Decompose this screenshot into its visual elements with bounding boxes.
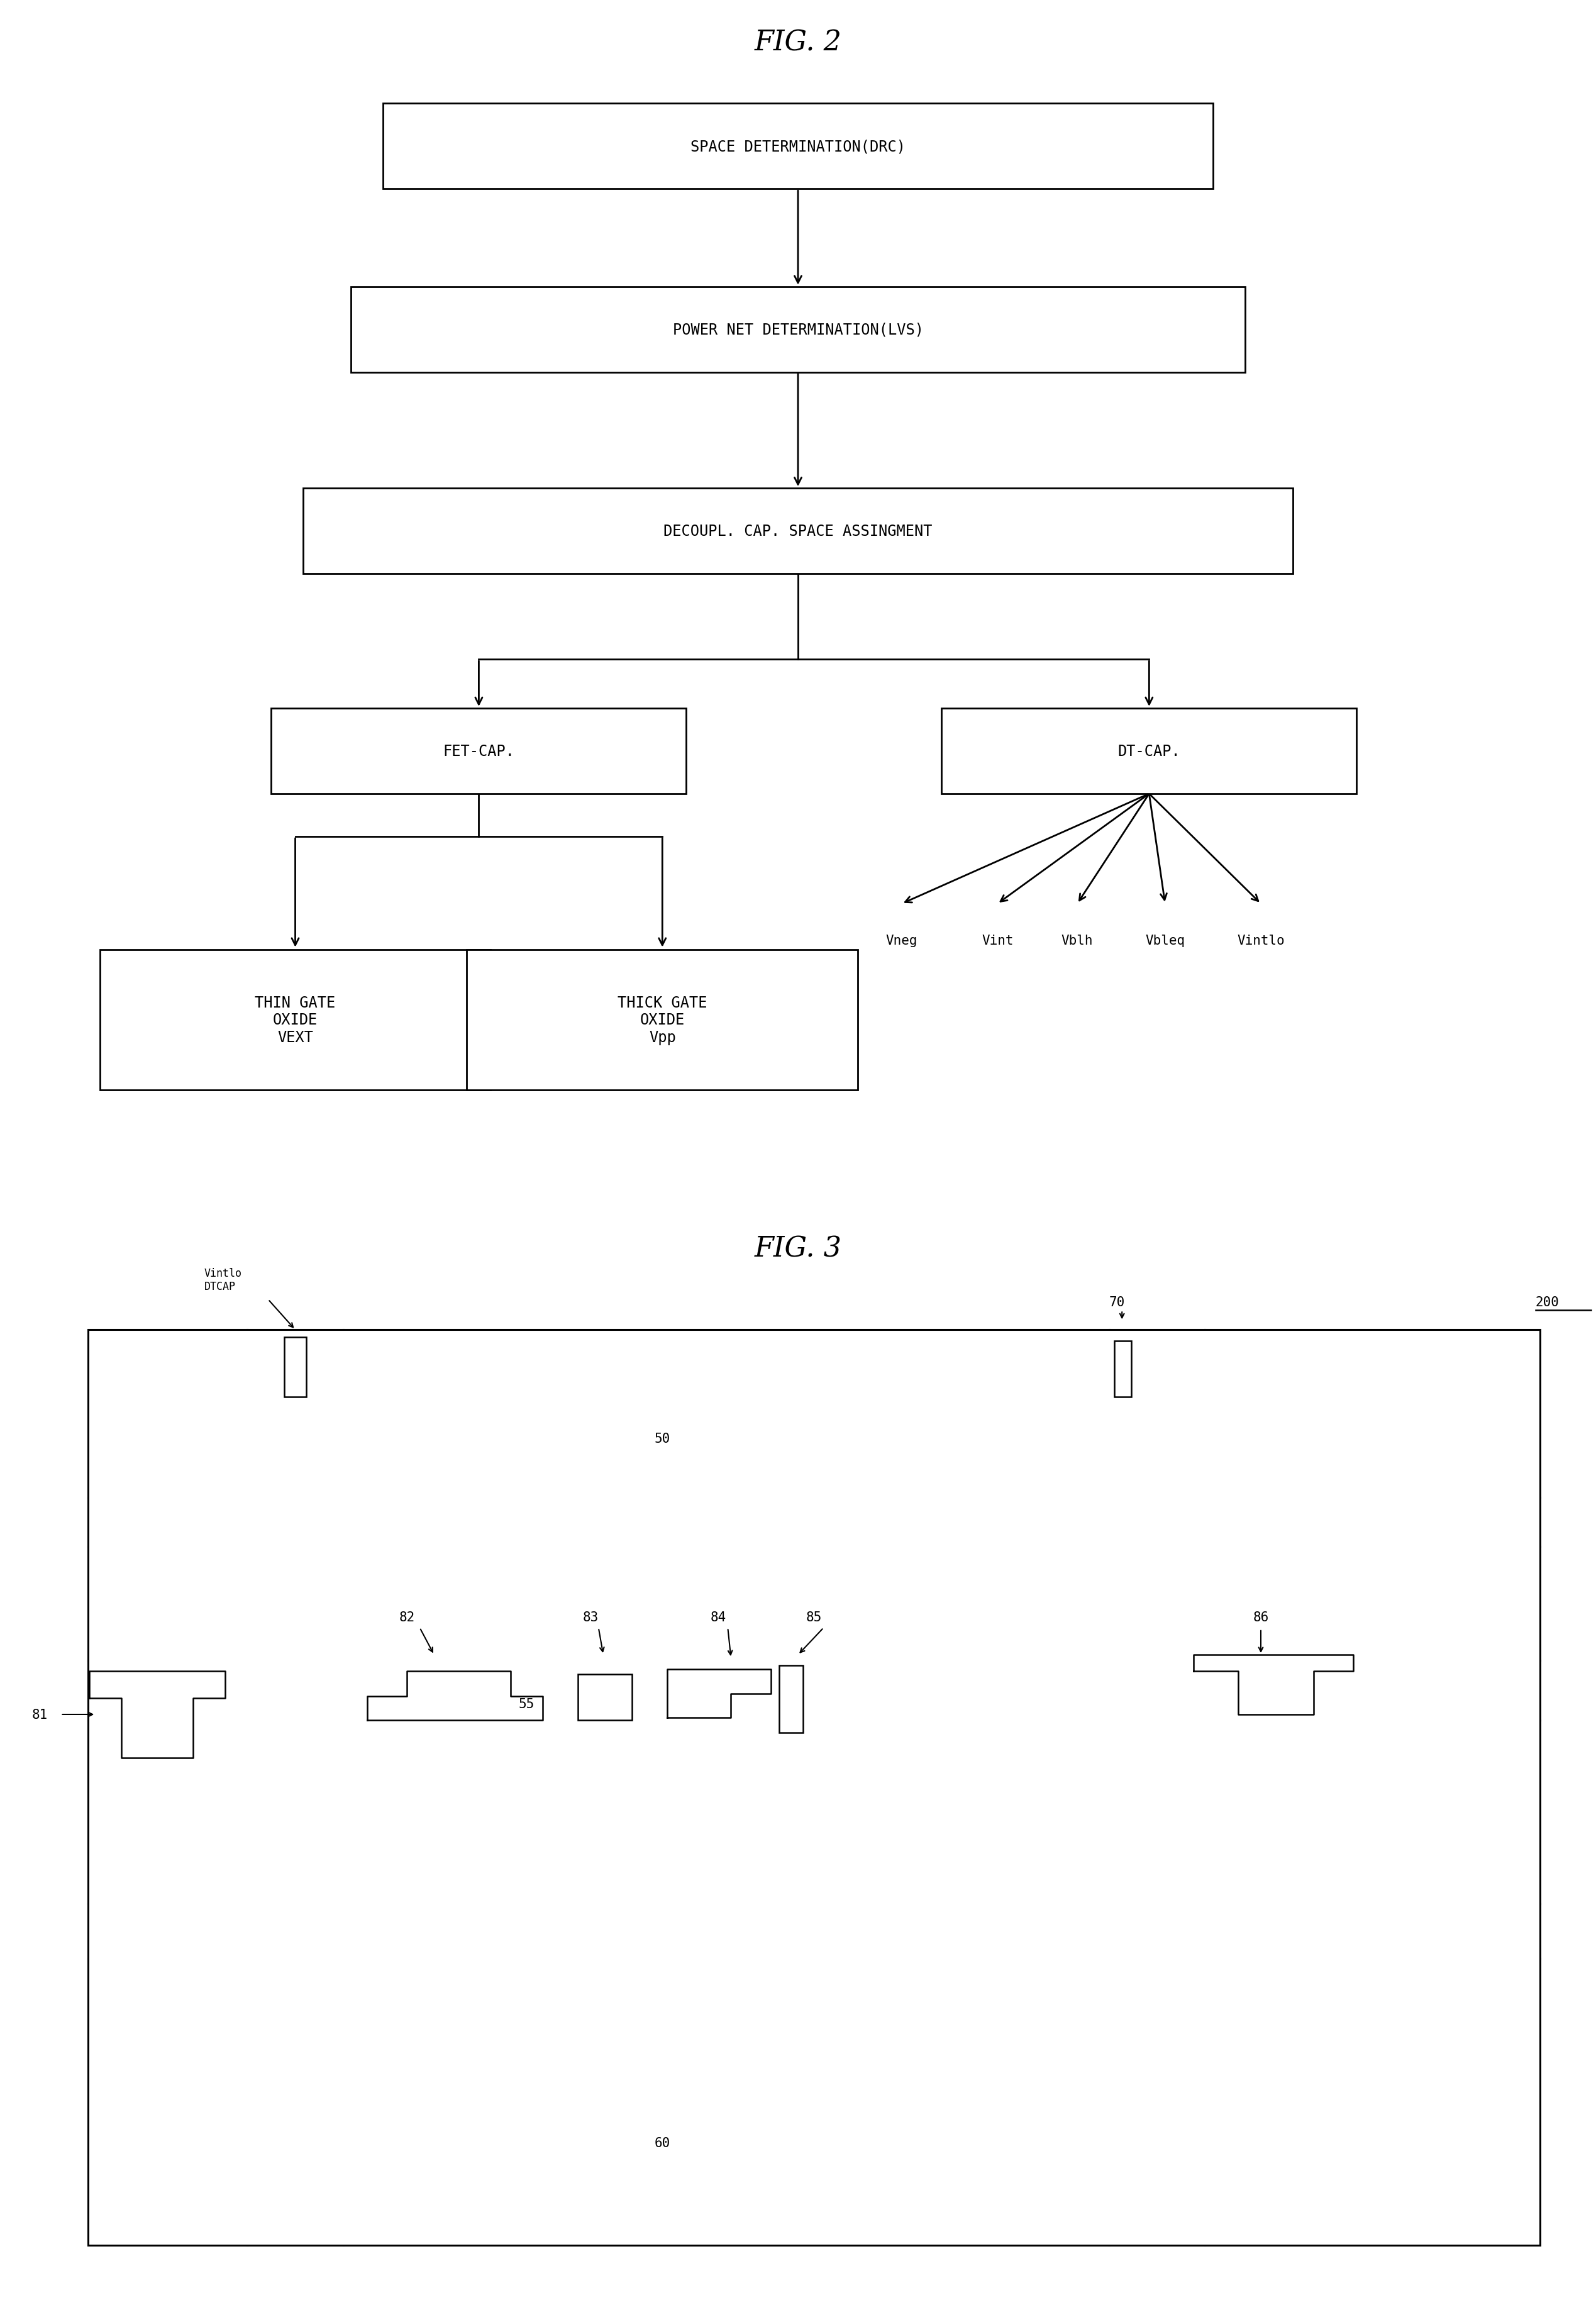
- Bar: [779, 1667, 803, 1733]
- Bar: [1114, 1342, 1132, 1397]
- Bar: [383, 104, 1213, 189]
- Text: FET-CAP.: FET-CAP.: [444, 745, 514, 758]
- Bar: [351, 288, 1245, 373]
- Text: 55: 55: [519, 1696, 535, 1710]
- Text: POWER NET DETERMINATION(LVS): POWER NET DETERMINATION(LVS): [672, 323, 924, 337]
- Text: FIG. 2: FIG. 2: [755, 30, 841, 55]
- Text: THICK GATE
OXIDE
Vpp: THICK GATE OXIDE Vpp: [618, 996, 707, 1044]
- Text: Vint: Vint: [982, 934, 1013, 947]
- Text: 200: 200: [1535, 1295, 1559, 1309]
- Text: Vintlo
DTCAP: Vintlo DTCAP: [204, 1268, 243, 1293]
- Text: Vblh: Vblh: [1061, 934, 1093, 947]
- Bar: [578, 1673, 632, 1720]
- Text: Vneg: Vneg: [886, 934, 918, 947]
- Text: 81: 81: [32, 1708, 48, 1722]
- Text: SPACE DETERMINATION(DRC): SPACE DETERMINATION(DRC): [691, 138, 905, 154]
- Text: 86: 86: [1253, 1611, 1269, 1623]
- Text: DECOUPL. CAP. SPACE ASSINGMENT: DECOUPL. CAP. SPACE ASSINGMENT: [664, 523, 932, 539]
- Bar: [942, 708, 1357, 793]
- Text: 60: 60: [654, 2137, 670, 2148]
- Text: DT-CAP.: DT-CAP.: [1117, 745, 1181, 758]
- Bar: [284, 1337, 306, 1397]
- Text: 82: 82: [399, 1611, 415, 1623]
- Text: 83: 83: [583, 1611, 598, 1623]
- Bar: [271, 708, 686, 793]
- Text: Vbleq: Vbleq: [1146, 934, 1184, 947]
- Text: 85: 85: [806, 1611, 822, 1623]
- Text: 50: 50: [654, 1431, 670, 1445]
- Text: THIN GATE
OXIDE
VEXT: THIN GATE OXIDE VEXT: [255, 996, 335, 1044]
- Bar: [468, 950, 859, 1090]
- Text: Vintlo: Vintlo: [1237, 934, 1285, 947]
- Bar: [303, 489, 1293, 574]
- Text: 70: 70: [1109, 1295, 1125, 1309]
- Bar: [88, 1330, 1540, 2245]
- Text: FIG. 3: FIG. 3: [755, 1235, 841, 1263]
- Text: 84: 84: [710, 1611, 726, 1623]
- Bar: [99, 950, 492, 1090]
